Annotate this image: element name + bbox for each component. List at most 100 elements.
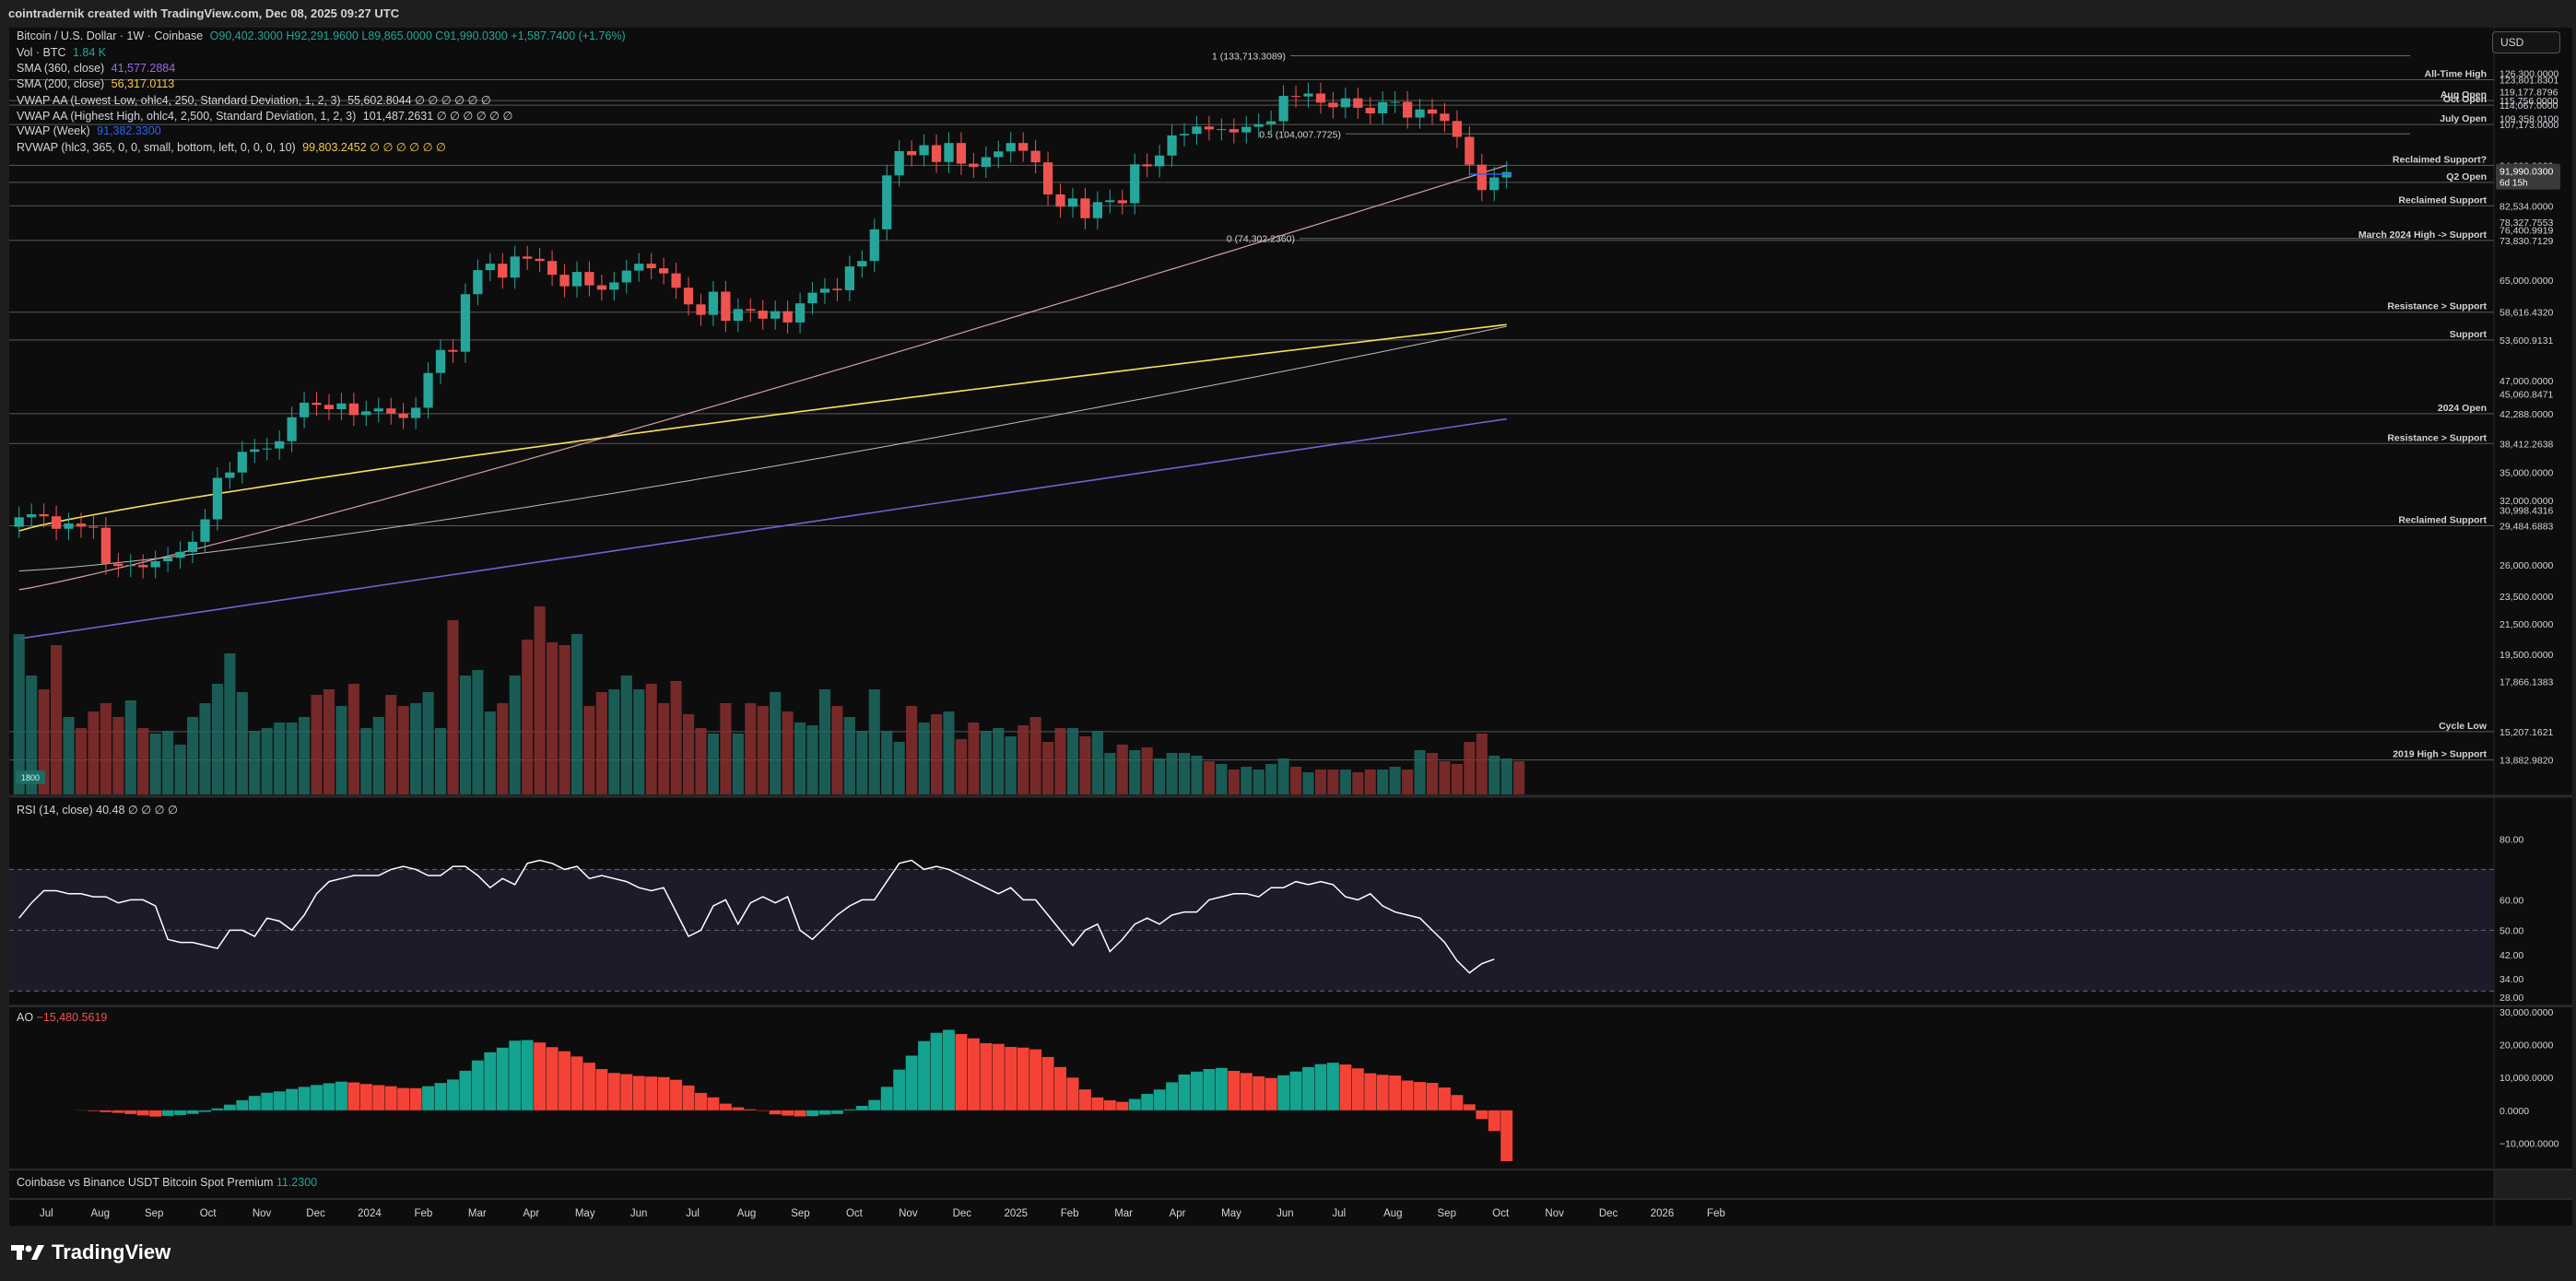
legend-rvwap-row[interactable]: RVWAP (hlc3, 365, 0, 0, small, bottom, l…	[17, 140, 446, 154]
rsi-legend[interactable]: RSI (14, close) 40.48 ∅ ∅ ∅ ∅	[17, 803, 178, 817]
candle-body	[1241, 126, 1252, 133]
volume-bar	[893, 742, 905, 794]
candle-body	[1006, 143, 1016, 152]
ao-bar	[223, 1104, 236, 1111]
legend-volume-row[interactable]: Vol · BTC 1.84 K	[17, 46, 106, 59]
ao-bar	[174, 1110, 187, 1115]
ao-bar	[744, 1109, 757, 1111]
candle-body	[969, 163, 979, 168]
time-tick-label: Dec	[1599, 1208, 1618, 1219]
fib-label: 1 (133,713.3089)	[1212, 51, 1286, 62]
level-label: Resistance > Support	[2387, 301, 2487, 312]
ao-bar	[1376, 1075, 1389, 1111]
candle-body	[1440, 113, 1450, 122]
premium-legend[interactable]: Coinbase vs Binance USDT Bitcoin Spot Pr…	[17, 1176, 317, 1189]
symbol-name[interactable]: Bitcoin / U.S. Dollar · 1W · Coinbase	[17, 29, 204, 42]
ao-bar	[1339, 1064, 1352, 1111]
time-tick-label: Jul	[40, 1208, 53, 1219]
time-tick-label: Dec	[306, 1208, 325, 1219]
ao-bar	[1351, 1068, 1364, 1111]
ao-bar	[1414, 1082, 1427, 1111]
legend-sma360-row[interactable]: SMA (360, close) 41,577.2884	[17, 62, 175, 75]
ao-axis-label: 10,000.0000	[2500, 1073, 2554, 1084]
volume-bar	[484, 711, 496, 794]
volume-bar	[1253, 770, 1264, 794]
candle-body	[1315, 93, 1326, 103]
candle-body	[125, 564, 135, 567]
volume-bar	[745, 703, 757, 794]
tradingview-logo[interactable]: TradingView	[11, 1240, 171, 1264]
volume-bar	[286, 723, 298, 794]
ao-bar	[1463, 1104, 1476, 1111]
volume-bar	[559, 645, 570, 794]
candle-body	[981, 157, 991, 168]
ao-bar	[434, 1083, 447, 1111]
ao-bar	[447, 1079, 459, 1111]
volume-bar	[806, 725, 818, 794]
candle-body	[547, 261, 558, 276]
ohlc-values: O90,402.3000 H92,291.9600 L89,865.0000 C…	[209, 29, 626, 42]
time-tick-label: Nov	[899, 1208, 918, 1219]
volume-bar	[1265, 764, 1277, 794]
rsi-band	[9, 869, 2494, 992]
legend-vwap-low-row[interactable]: VWAP AA (Lowest Low, ohlc4, 250, Standar…	[17, 93, 491, 107]
candle-body	[448, 349, 458, 352]
premium-value: 11.2300	[276, 1176, 318, 1189]
volume-bar	[1364, 770, 1376, 794]
volume-bar	[682, 714, 695, 794]
sma360-line	[18, 417, 1507, 640]
volume-bar	[174, 745, 186, 794]
candle-body	[386, 408, 396, 414]
volume-bar	[311, 695, 323, 794]
volume-bar	[620, 676, 632, 794]
candle-body	[1290, 96, 1301, 98]
ao-bar	[905, 1055, 918, 1111]
ao-bar	[930, 1032, 943, 1111]
volume-bar	[497, 703, 509, 794]
ao-bar	[496, 1047, 509, 1111]
candle-body	[398, 413, 408, 418]
rsi-axis-label: 34.00	[2500, 974, 2523, 985]
volume-bar	[1042, 742, 1054, 794]
volume-bar	[1005, 736, 1017, 794]
ao-legend[interactable]: AO −15,480.5619	[17, 1011, 107, 1024]
ao-bar	[868, 1099, 881, 1111]
ao-bar	[1141, 1094, 1154, 1111]
candle-body	[931, 145, 942, 162]
candle-body	[1378, 101, 1388, 113]
volume-bar	[447, 620, 459, 794]
rvwap-label: RVWAP (hlc3, 365, 0, 0, small, bottom, l…	[17, 141, 296, 154]
candle-body	[373, 408, 383, 412]
ao-bar	[521, 1040, 534, 1111]
vol-label: Vol · BTC	[17, 46, 66, 59]
ao-value: −15,480.5619	[36, 1011, 108, 1024]
ao-bar	[695, 1092, 707, 1111]
vol-badge-text: 1800	[21, 773, 40, 782]
legend-vwap-week-row[interactable]: VWAP (Week) 91,382.3300	[17, 124, 161, 137]
ao-bar	[409, 1087, 422, 1111]
candle-body	[659, 268, 669, 274]
rsi-axis-label: 50.00	[2500, 925, 2523, 936]
ao-bar	[534, 1042, 547, 1111]
ao-bar	[707, 1097, 720, 1111]
currency-button[interactable]: USD	[2492, 31, 2560, 53]
candle-body	[1080, 198, 1090, 218]
legend-vwap-high-row[interactable]: VWAP AA (Highest High, ohlc4, 2,500, Sta…	[17, 109, 512, 123]
candle-body	[1155, 155, 1165, 167]
ao-bars	[75, 1029, 1513, 1161]
vwap-low-line	[18, 164, 1507, 591]
candle-body	[907, 150, 917, 156]
price-tick-label: 30,998.4316	[2500, 506, 2554, 517]
time-tick-label: Oct	[1492, 1208, 1510, 1219]
volume-bar	[1439, 761, 1451, 794]
ao-bar	[1240, 1073, 1253, 1111]
volume-bar	[274, 723, 286, 794]
candle-body	[770, 311, 781, 319]
ao-bar	[582, 1063, 595, 1111]
ao-bar	[484, 1052, 497, 1111]
ao-bar	[1500, 1110, 1513, 1161]
ao-axis-bg	[2494, 1007, 2572, 1169]
price-tick-label: 29,484.6883	[2500, 522, 2554, 533]
legend-sma200-row[interactable]: SMA (200, close) 56,317.0113	[17, 77, 174, 90]
